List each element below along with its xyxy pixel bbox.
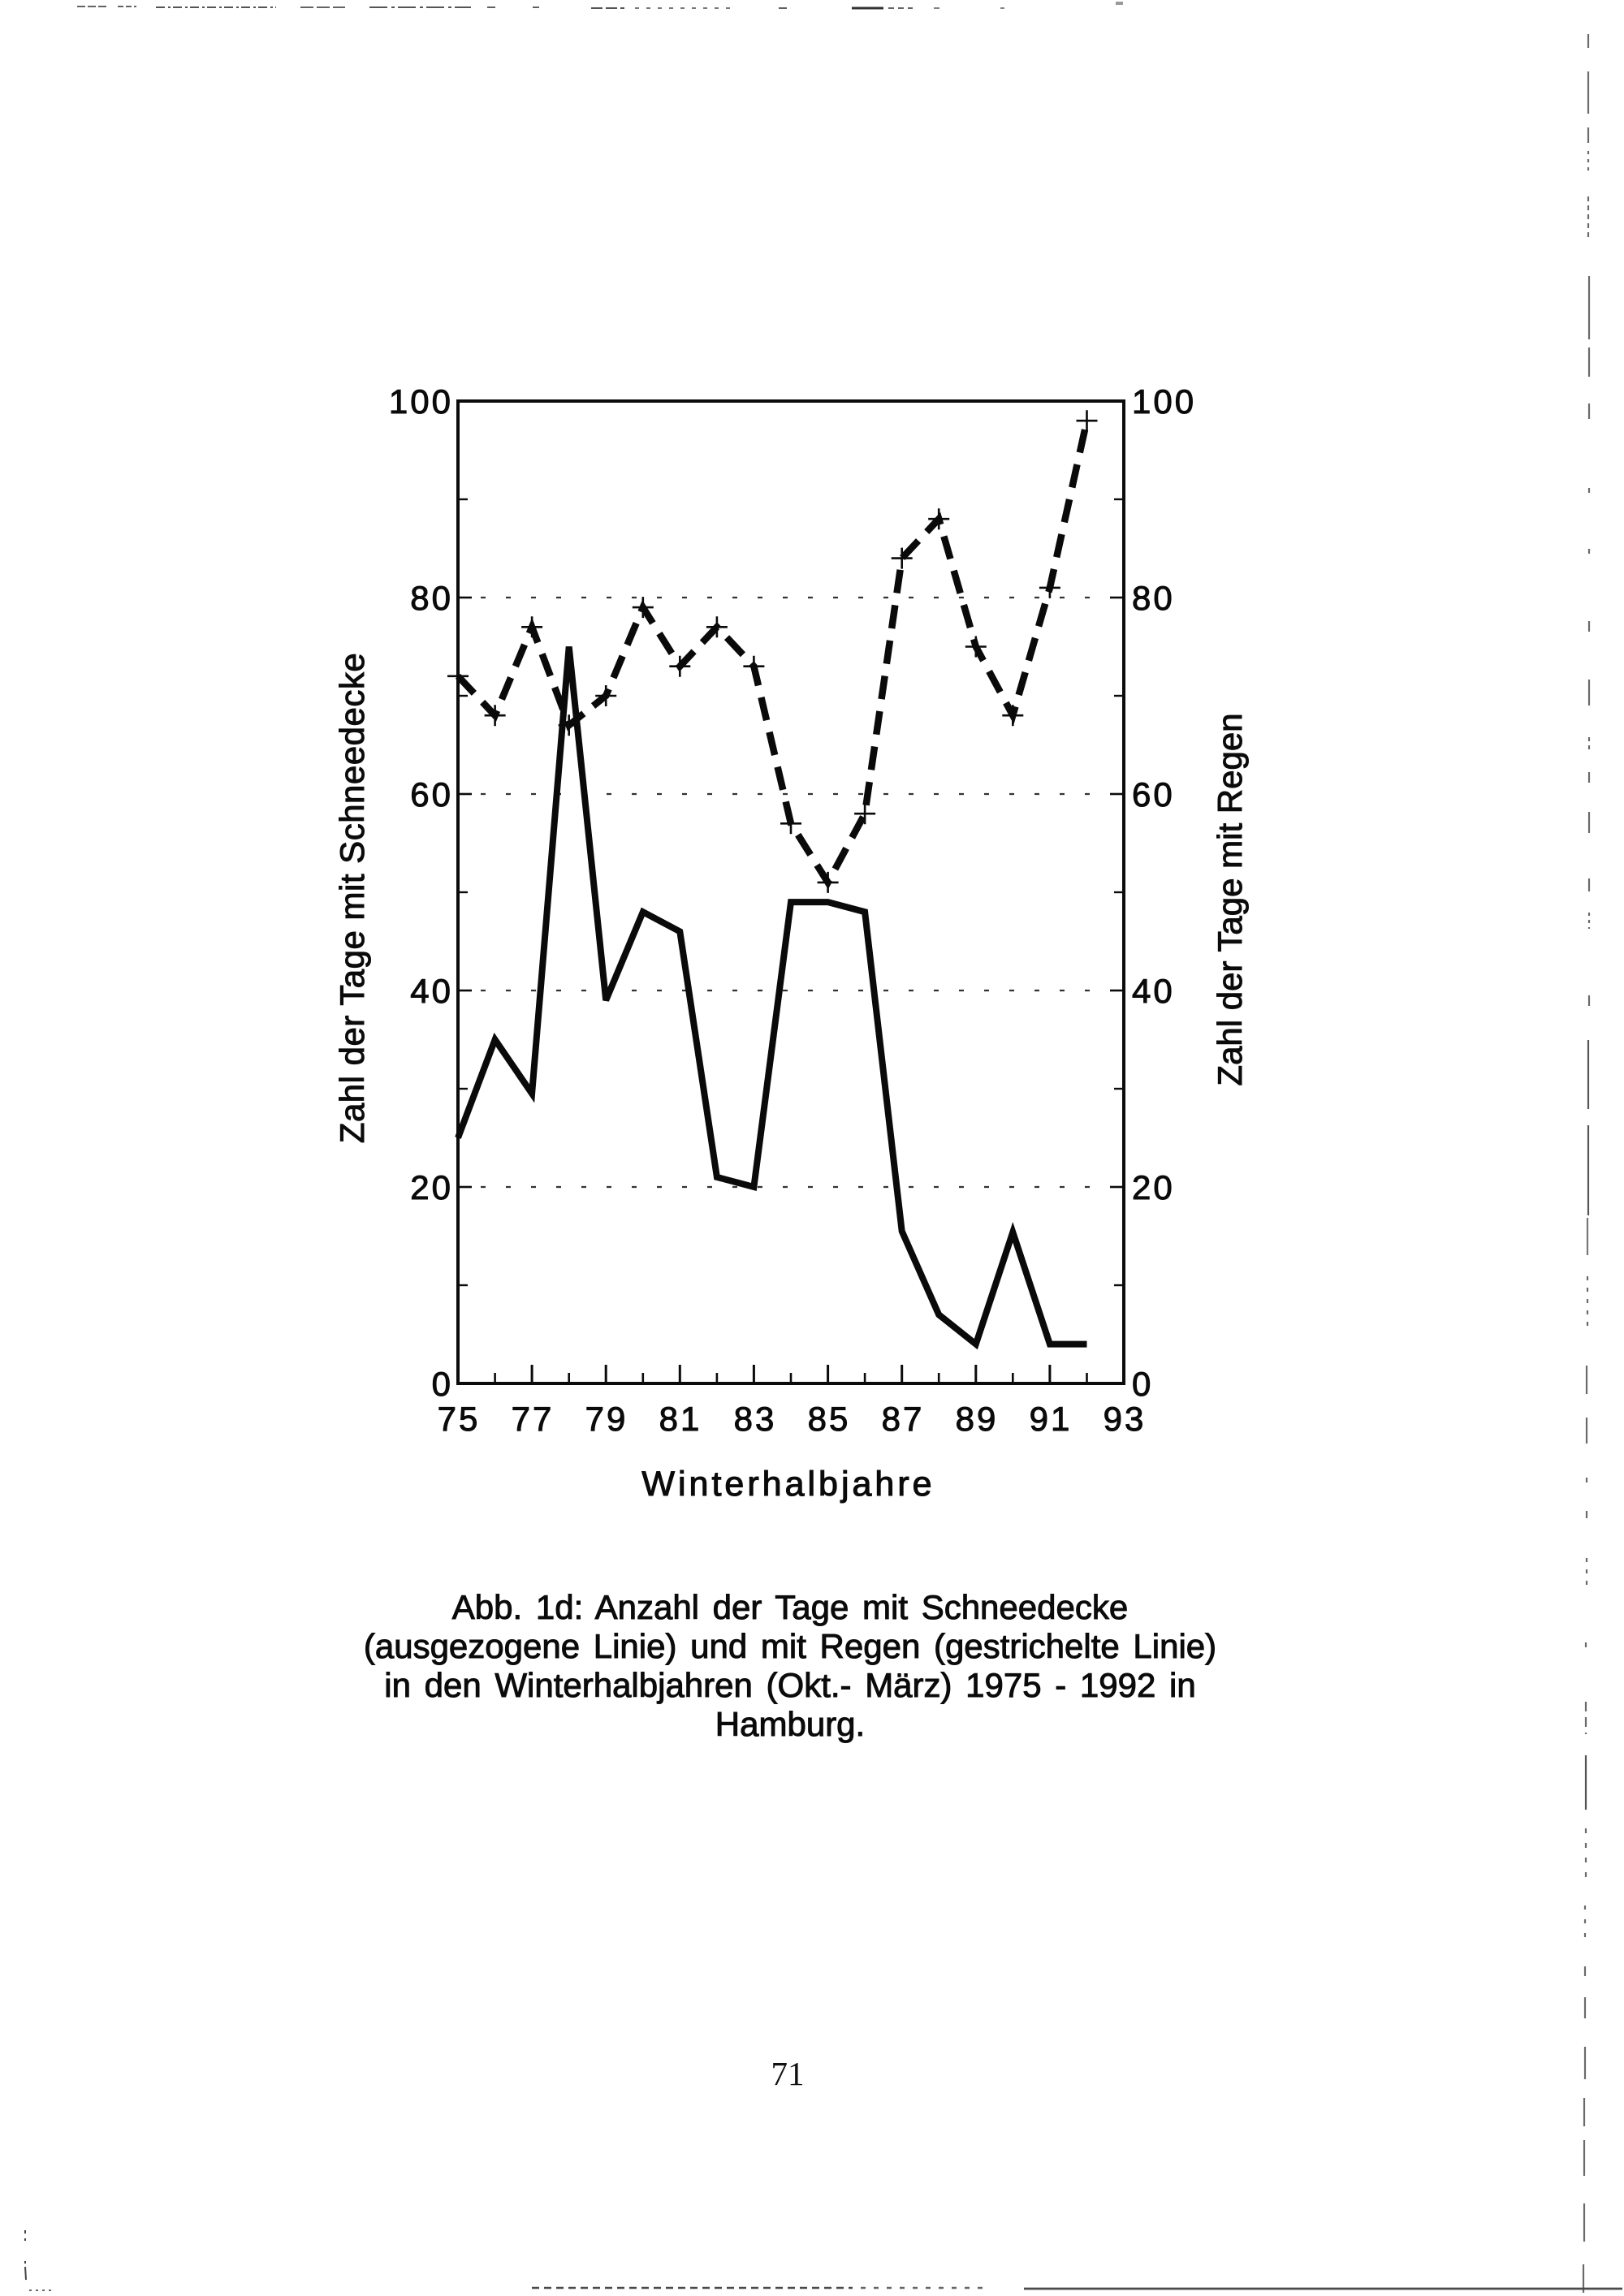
svg-text:in den Winterhalbjahren (Okt.-: in den Winterhalbjahren (Okt.- März) 197… bbox=[384, 1666, 1195, 1704]
svg-text:79: 79 bbox=[585, 1400, 628, 1438]
svg-text:20: 20 bbox=[1132, 1168, 1175, 1206]
svg-text:Zahl der Tage mit Regen: Zahl der Tage mit Regen bbox=[1211, 713, 1249, 1085]
svg-text:89: 89 bbox=[956, 1400, 999, 1438]
svg-text:20: 20 bbox=[410, 1168, 453, 1206]
svg-text:Zahl der Tage mit Schneedecke: Zahl der Tage mit Schneedecke bbox=[333, 653, 371, 1143]
svg-text:75: 75 bbox=[438, 1400, 481, 1438]
svg-text:80: 80 bbox=[1132, 579, 1175, 617]
svg-text:Hamburg.: Hamburg. bbox=[715, 1705, 865, 1743]
svg-text:85: 85 bbox=[808, 1400, 851, 1438]
svg-text:80: 80 bbox=[410, 579, 453, 617]
svg-text:71: 71 bbox=[771, 2055, 805, 2092]
svg-text:40: 40 bbox=[410, 972, 453, 1010]
svg-text:91: 91 bbox=[1030, 1400, 1073, 1438]
svg-text:81: 81 bbox=[659, 1400, 702, 1438]
svg-text:40: 40 bbox=[1132, 972, 1175, 1010]
svg-text:0: 0 bbox=[1132, 1365, 1153, 1403]
svg-text:93: 93 bbox=[1104, 1400, 1147, 1438]
svg-text:0: 0 bbox=[432, 1365, 453, 1403]
svg-text:77: 77 bbox=[512, 1400, 555, 1438]
svg-text:83: 83 bbox=[734, 1400, 777, 1438]
svg-text:60: 60 bbox=[1132, 775, 1175, 814]
svg-text:87: 87 bbox=[882, 1400, 925, 1438]
svg-text:Abb. 1d: Anzahl der Tage mit S: Abb. 1d: Anzahl der Tage mit Schneedecke bbox=[452, 1588, 1128, 1626]
svg-text:60: 60 bbox=[410, 775, 453, 814]
svg-text:(ausgezogene Linie) und mit Re: (ausgezogene Linie) und mit Regen (gestr… bbox=[364, 1627, 1216, 1665]
svg-text:100: 100 bbox=[389, 382, 453, 421]
svg-text:Winterhalbjahre: Winterhalbjahre bbox=[641, 1465, 935, 1504]
svg-text:100: 100 bbox=[1132, 382, 1196, 421]
